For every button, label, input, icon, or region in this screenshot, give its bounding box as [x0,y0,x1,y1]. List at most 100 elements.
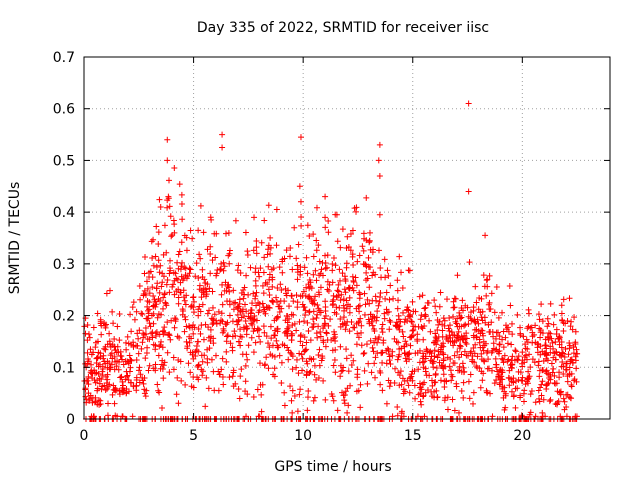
data-point [173,275,180,282]
data-point [106,360,113,367]
data-point [294,269,301,276]
data-point [460,336,467,343]
data-point [529,339,536,346]
data-point [335,281,342,288]
data-point [207,243,214,250]
data-point [178,200,185,207]
data-point [144,344,151,351]
data-point [142,324,149,331]
data-point [146,362,153,369]
data-point [136,364,143,371]
data-point [258,239,265,246]
data-point [522,345,529,352]
data-point [507,302,514,309]
data-point [440,357,447,364]
data-point [252,282,259,289]
data-point [162,299,169,306]
data-point [357,315,364,322]
data-point [462,339,469,346]
data-point [113,349,120,356]
data-point [226,250,233,257]
data-point [438,363,445,370]
data-point [463,335,470,342]
data-point [307,337,314,344]
data-point [440,371,447,378]
data-point [561,398,568,405]
data-point [84,349,91,356]
data-point [254,386,261,393]
data-point [214,266,221,273]
data-point [357,381,364,388]
data-point [160,327,167,334]
data-point [433,341,440,348]
data-point [433,309,440,316]
data-point [296,318,303,325]
data-point [469,358,476,365]
data-point [500,344,507,351]
data-point [290,298,297,305]
data-point [219,355,226,362]
data-point [519,363,526,370]
data-point [206,345,213,352]
data-point [355,387,362,394]
data-point [85,356,92,363]
data-point [312,293,319,300]
data-point [493,377,500,384]
data-point [264,281,271,288]
data-point [297,332,304,339]
data-point [183,338,190,345]
data-point [299,367,306,374]
data-point [224,283,231,290]
y-tick-label: 0.2 [53,309,75,325]
data-point [314,302,321,309]
data-point [118,374,125,381]
data-point [571,314,578,321]
data-point [242,318,249,325]
data-point [114,323,121,330]
data-point [126,368,133,375]
data-point [106,338,113,345]
data-point [353,341,360,348]
data-point [242,388,249,395]
data-point [499,309,506,316]
data-point [453,320,460,327]
data-point [284,313,291,320]
data-point [415,366,422,373]
data-point [263,354,270,361]
data-point [202,403,209,410]
data-point [248,334,255,341]
data-point [271,332,278,339]
data-point [158,338,165,345]
data-point [294,408,301,415]
data-point [459,360,466,367]
data-point [282,285,289,292]
data-point [157,262,164,269]
data-point [192,353,199,360]
data-point [210,319,217,326]
data-point [344,409,351,416]
data-point [411,367,418,374]
data-point [265,365,272,372]
data-point [510,393,517,400]
data-point [129,304,136,311]
data-point [263,333,270,340]
data-point [182,301,189,308]
data-point [501,388,508,395]
data-point [529,356,536,363]
data-point [360,230,367,237]
data-point [122,339,129,346]
data-point [234,311,241,318]
data-point [422,304,429,311]
data-point [266,292,273,299]
data-point [328,336,335,343]
data-point [565,351,572,358]
data-point [467,371,474,378]
data-point [171,315,178,322]
data-point [205,334,212,341]
data-point [573,350,580,357]
data-point [517,369,524,376]
data-point [434,326,441,333]
data-point [508,341,515,348]
data-point [181,264,188,271]
data-point [175,300,182,307]
